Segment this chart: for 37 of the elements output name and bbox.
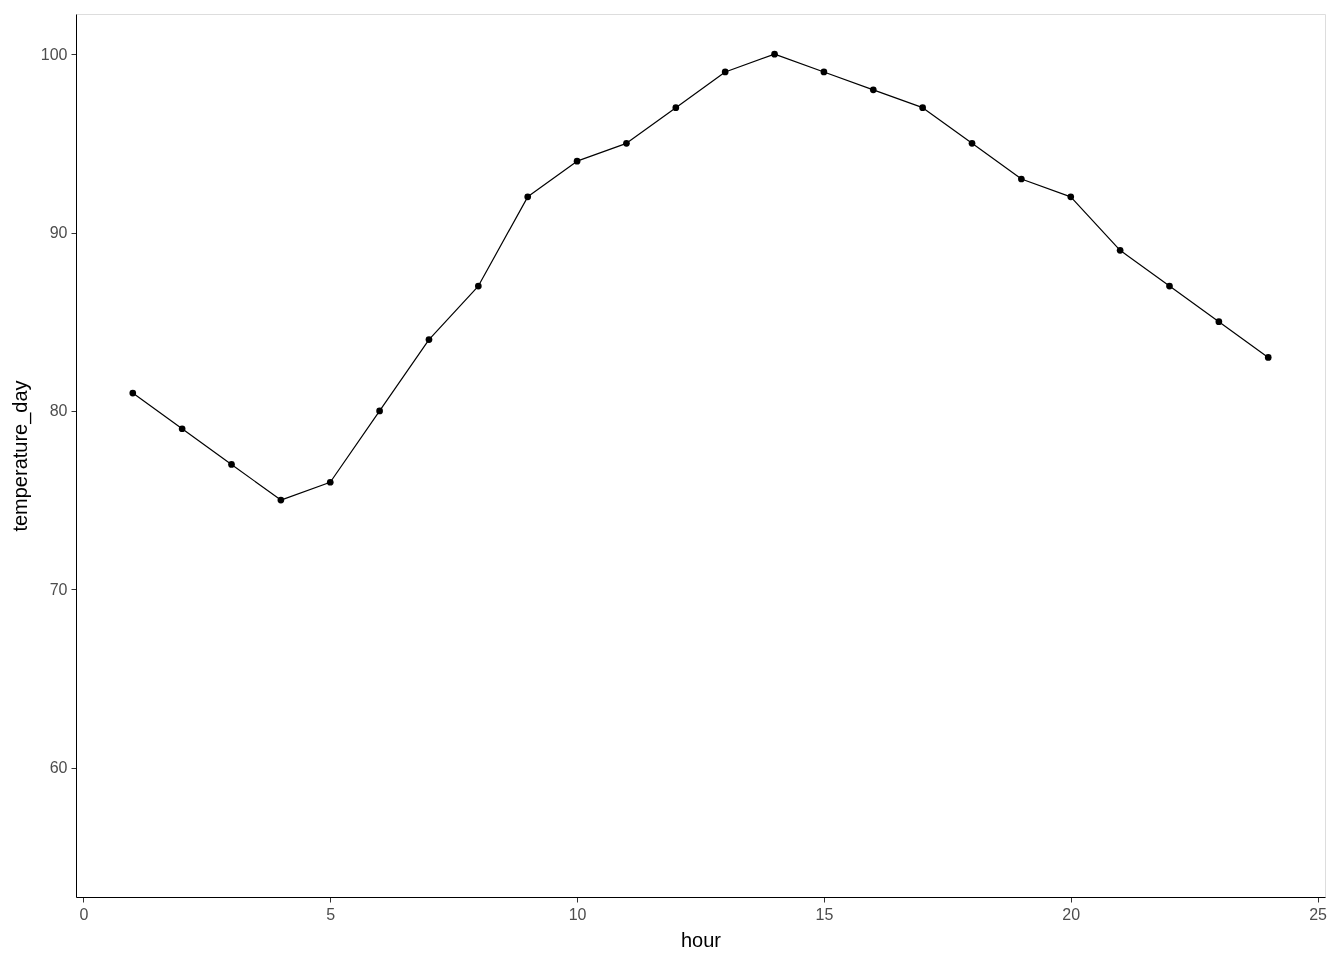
point: [228, 461, 235, 468]
point: [1116, 247, 1124, 254]
point: [524, 193, 532, 201]
x-tick-label: 5: [326, 905, 336, 923]
point: [1067, 193, 1075, 201]
point: [277, 496, 285, 504]
point: [573, 157, 581, 165]
point: [1166, 282, 1173, 290]
x-tick-label: 20: [1062, 905, 1081, 923]
y-axis-title: temperature_day: [8, 380, 32, 532]
x-tick-label: 15: [815, 905, 834, 923]
point: [919, 104, 927, 111]
point: [376, 407, 383, 415]
x-tick-label: 10: [568, 905, 587, 923]
point: [129, 389, 137, 397]
x-tick-label: 0: [79, 905, 89, 923]
point: [474, 282, 482, 290]
y-tick-label: 100: [40, 45, 68, 63]
x-axis-title: hour: [680, 928, 722, 951]
x-tick-label: 25: [1309, 905, 1328, 923]
point: [1018, 175, 1025, 183]
point: [869, 86, 877, 94]
y-tick-label: 60: [49, 759, 68, 777]
y-tick-label: 80: [49, 402, 68, 420]
point: [672, 104, 680, 111]
point: [968, 139, 976, 147]
point: [326, 478, 334, 486]
point: [721, 68, 729, 76]
point: [623, 139, 630, 147]
point: [178, 425, 186, 433]
point: [771, 50, 778, 58]
y-tick-label: 70: [49, 580, 68, 598]
point: [820, 68, 828, 76]
point: [1215, 318, 1223, 326]
point: [1264, 354, 1272, 361]
y-tick-label: 90: [49, 224, 68, 242]
point: [425, 336, 433, 343]
